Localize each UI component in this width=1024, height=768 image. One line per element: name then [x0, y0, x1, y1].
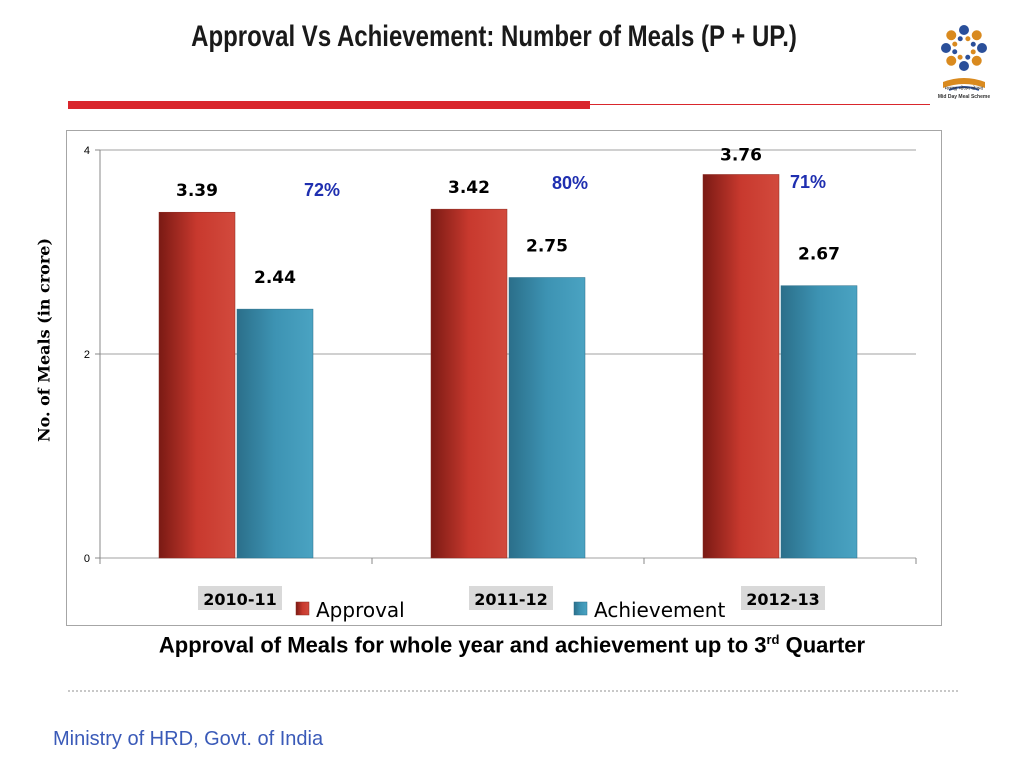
- y-tick-label: 2: [84, 349, 90, 361]
- chart-caption: Approval of Meals for whole year and ach…: [0, 632, 1024, 658]
- category-label-bg: [741, 586, 825, 610]
- data-label-approval: 3.39: [176, 181, 218, 201]
- caption-main: Approval of Meals for whole year and ach…: [158, 632, 767, 658]
- bar-achievement-2010-11: [236, 308, 314, 559]
- data-label-achievement: 2.75: [526, 237, 568, 257]
- caption-superscript: rd: [766, 632, 780, 647]
- logo-text-english: Mid Day Meal Scheme: [937, 94, 991, 100]
- title-underline-line: [590, 104, 930, 105]
- data-label-achievement: 2.67: [798, 245, 840, 265]
- category-label: 2011-12: [474, 590, 547, 609]
- bar-achievement-2012-13: [780, 285, 858, 559]
- data-label-achievement: 2.44: [254, 268, 296, 288]
- percent-annotation: 71%: [790, 172, 826, 192]
- y-tick-label: 4: [84, 145, 90, 157]
- title-underline-bar: [68, 101, 590, 109]
- slide-title: Approval Vs Achievement: Number of Meals…: [191, 20, 797, 53]
- logo-text-hindi: मध्याह्न भोजन योजना: [944, 86, 984, 92]
- bar-approval-2011-12: [430, 208, 508, 559]
- category-label: 2012-13: [746, 590, 819, 609]
- legend-label: Achievement: [594, 598, 725, 622]
- footer-divider: [68, 690, 958, 692]
- percent-annotation: 80%: [552, 173, 588, 193]
- bar-approval-2010-11: [158, 211, 236, 559]
- percent-annotation: 72%: [304, 180, 340, 200]
- y-tick-label: 0: [84, 553, 90, 565]
- bar-approval-2012-13: [702, 174, 780, 559]
- legend-swatch: [573, 601, 588, 616]
- mid-day-meal-logo-icon: [941, 25, 987, 91]
- legend-swatch: [295, 601, 310, 616]
- category-label-bg: [198, 586, 282, 610]
- data-label-approval: 3.76: [720, 145, 762, 165]
- category-label: 2010-11: [203, 590, 276, 609]
- category-label-bg: [469, 586, 553, 610]
- legend-label: Approval: [316, 598, 405, 622]
- footer-ministry: Ministry of HRD, Govt. of India: [53, 728, 324, 750]
- caption-end: Quarter: [779, 632, 866, 658]
- bar-achievement-2011-12: [508, 277, 586, 559]
- data-label-approval: 3.42: [448, 178, 490, 198]
